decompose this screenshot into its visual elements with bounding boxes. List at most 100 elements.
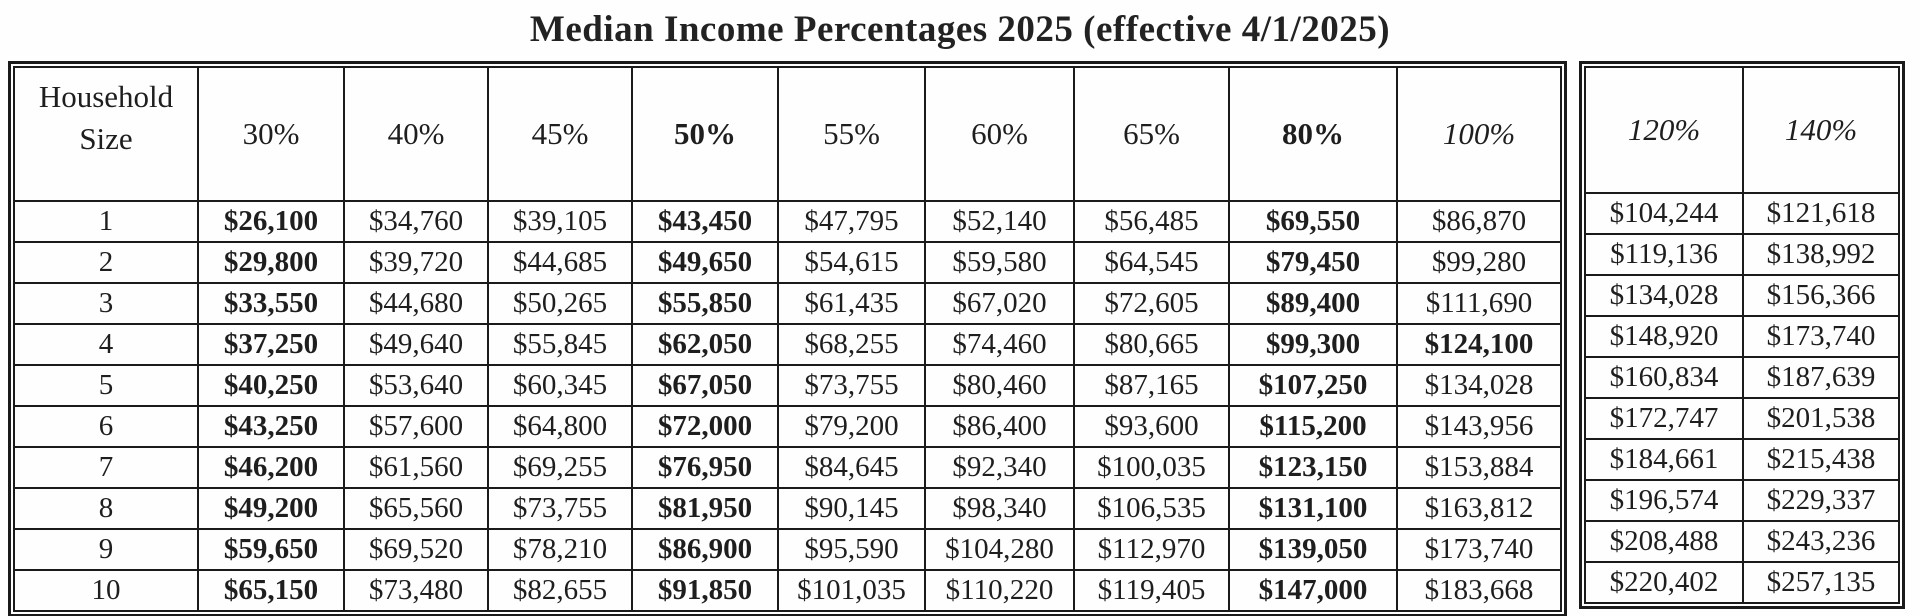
- income-cell-120pct: $148,920: [1584, 315, 1744, 358]
- col-header-140pct: 140%: [1742, 66, 1900, 194]
- household-size-cell: 3: [13, 282, 199, 325]
- table-row: 1 $26,100 $34,760 $39,105 $43,450 $47,795 $52,…: [13, 200, 1562, 243]
- income-cell-45pct: $73,755: [487, 487, 633, 530]
- income-cell-60pct: $67,020: [924, 282, 1075, 325]
- income-cell-55pct: $90,145: [777, 487, 926, 530]
- table-row: 4 $37,250 $49,640 $55,845 $62,050 $68,255 $74,…: [13, 323, 1562, 366]
- income-cell-60pct: $52,140: [924, 200, 1075, 243]
- table-row: $220,402 $257,135: [1584, 561, 1900, 604]
- income-cell-55pct: $47,795: [777, 200, 926, 243]
- col-header-30pct: 30%: [197, 66, 345, 202]
- income-cell-80pct: $107,250: [1228, 364, 1398, 407]
- income-cell-140pct: $201,538: [1742, 397, 1900, 440]
- household-size-cell: 8: [13, 487, 199, 530]
- income-cell-80pct: $123,150: [1228, 446, 1398, 489]
- col-header-120pct: 120%: [1584, 66, 1744, 194]
- income-cell-50pct: $91,850: [631, 569, 779, 612]
- income-cell-65pct: $56,485: [1073, 200, 1230, 243]
- income-cell-100pct: $163,812: [1396, 487, 1562, 530]
- table-row: $119,136 $138,992: [1584, 233, 1900, 276]
- income-cell-140pct: $173,740: [1742, 315, 1900, 358]
- income-cell-55pct: $54,615: [777, 241, 926, 284]
- table-row: 6 $43,250 $57,600 $64,800 $72,000 $79,200 $86,…: [13, 405, 1562, 448]
- income-cell-50pct: $49,650: [631, 241, 779, 284]
- table-row: 8 $49,200 $65,560 $73,755 $81,950 $90,145 $98,…: [13, 487, 1562, 530]
- income-cell-80pct: $99,300: [1228, 323, 1398, 366]
- table-row: $196,574 $229,337: [1584, 479, 1900, 522]
- income-cell-120pct: $184,661: [1584, 438, 1744, 481]
- income-cell-50pct: $67,050: [631, 364, 779, 407]
- income-cell-120pct: $220,402: [1584, 561, 1744, 604]
- col-header-60pct: 60%: [924, 66, 1075, 202]
- income-cell-50pct: $81,950: [631, 487, 779, 530]
- col-header-50pct: 50%: [631, 66, 779, 202]
- income-cell-100pct: $183,668: [1396, 569, 1562, 612]
- income-cell-55pct: $68,255: [777, 323, 926, 366]
- table-row: 10 $65,150 $73,480 $82,655 $91,850 $101,035 $1…: [13, 569, 1562, 612]
- income-cell-60pct: $98,340: [924, 487, 1075, 530]
- col-header-40pct: 40%: [343, 66, 489, 202]
- income-cell-30pct: $37,250: [197, 323, 345, 366]
- income-cell-80pct: $115,200: [1228, 405, 1398, 448]
- income-cell-120pct: $134,028: [1584, 274, 1744, 317]
- table-row: $148,920 $173,740: [1584, 315, 1900, 358]
- income-cell-140pct: $156,366: [1742, 274, 1900, 317]
- income-cell-80pct: $139,050: [1228, 528, 1398, 571]
- income-cell-50pct: $76,950: [631, 446, 779, 489]
- col-header-55pct: 55%: [777, 66, 926, 202]
- extended-income-table-frame: 120% 140% $104,244 $121,618 $119,136 $138,992…: [1579, 61, 1905, 609]
- income-cell-140pct: $215,438: [1742, 438, 1900, 481]
- household-size-cell: 9: [13, 528, 199, 571]
- income-cell-40pct: $61,560: [343, 446, 489, 489]
- income-cell-120pct: $104,244: [1584, 192, 1744, 235]
- income-cell-40pct: $57,600: [343, 405, 489, 448]
- income-cell-50pct: $86,900: [631, 528, 779, 571]
- income-cell-50pct: $62,050: [631, 323, 779, 366]
- income-cell-100pct: $143,956: [1396, 405, 1562, 448]
- income-cell-140pct: $138,992: [1742, 233, 1900, 276]
- income-cell-60pct: $110,220: [924, 569, 1075, 612]
- income-cell-40pct: $49,640: [343, 323, 489, 366]
- income-cell-65pct: $93,600: [1073, 405, 1230, 448]
- income-cell-45pct: $60,345: [487, 364, 633, 407]
- income-cell-80pct: $69,550: [1228, 200, 1398, 243]
- col-header-100pct: 100%: [1396, 66, 1562, 202]
- household-size-cell: 1: [13, 200, 199, 243]
- income-cell-50pct: $43,450: [631, 200, 779, 243]
- household-size-header: Household Size: [13, 66, 199, 202]
- income-cell-30pct: $40,250: [197, 364, 345, 407]
- income-cell-40pct: $44,680: [343, 282, 489, 325]
- income-cell-30pct: $33,550: [197, 282, 345, 325]
- income-cell-100pct: $153,884: [1396, 446, 1562, 489]
- income-cell-100pct: $124,100: [1396, 323, 1562, 366]
- income-cell-65pct: $106,535: [1073, 487, 1230, 530]
- income-cell-50pct: $55,850: [631, 282, 779, 325]
- income-cell-40pct: $69,520: [343, 528, 489, 571]
- main-income-table-frame: Household Size 30% 40% 45% 50% 55% 60% 65% 80% 10…: [8, 61, 1567, 616]
- income-cell-120pct: $119,136: [1584, 233, 1744, 276]
- income-cell-65pct: $119,405: [1073, 569, 1230, 612]
- income-cell-100pct: $134,028: [1396, 364, 1562, 407]
- income-cell-120pct: $160,834: [1584, 356, 1744, 399]
- extended-income-table: 120% 140% $104,244 $121,618 $119,136 $138,992…: [1584, 66, 1900, 604]
- household-size-cell: 2: [13, 241, 199, 284]
- income-cell-40pct: $65,560: [343, 487, 489, 530]
- table-row: $104,244 $121,618: [1584, 192, 1900, 235]
- income-cell-50pct: $72,000: [631, 405, 779, 448]
- table-row: 3 $33,550 $44,680 $50,265 $55,850 $61,435 $67,…: [13, 282, 1562, 325]
- table-row: 9 $59,650 $69,520 $78,210 $86,900 $95,590 $104…: [13, 528, 1562, 571]
- household-size-cell: 10: [13, 569, 199, 612]
- income-cell-65pct: $72,605: [1073, 282, 1230, 325]
- income-cell-100pct: $99,280: [1396, 241, 1562, 284]
- income-cell-60pct: $104,280: [924, 528, 1075, 571]
- income-cell-45pct: $64,800: [487, 405, 633, 448]
- income-cell-60pct: $86,400: [924, 405, 1075, 448]
- income-cell-30pct: $43,250: [197, 405, 345, 448]
- income-cell-45pct: $69,255: [487, 446, 633, 489]
- income-cell-45pct: $44,685: [487, 241, 633, 284]
- income-cell-40pct: $39,720: [343, 241, 489, 284]
- income-cell-30pct: $65,150: [197, 569, 345, 612]
- income-cell-55pct: $61,435: [777, 282, 926, 325]
- income-cell-55pct: $95,590: [777, 528, 926, 571]
